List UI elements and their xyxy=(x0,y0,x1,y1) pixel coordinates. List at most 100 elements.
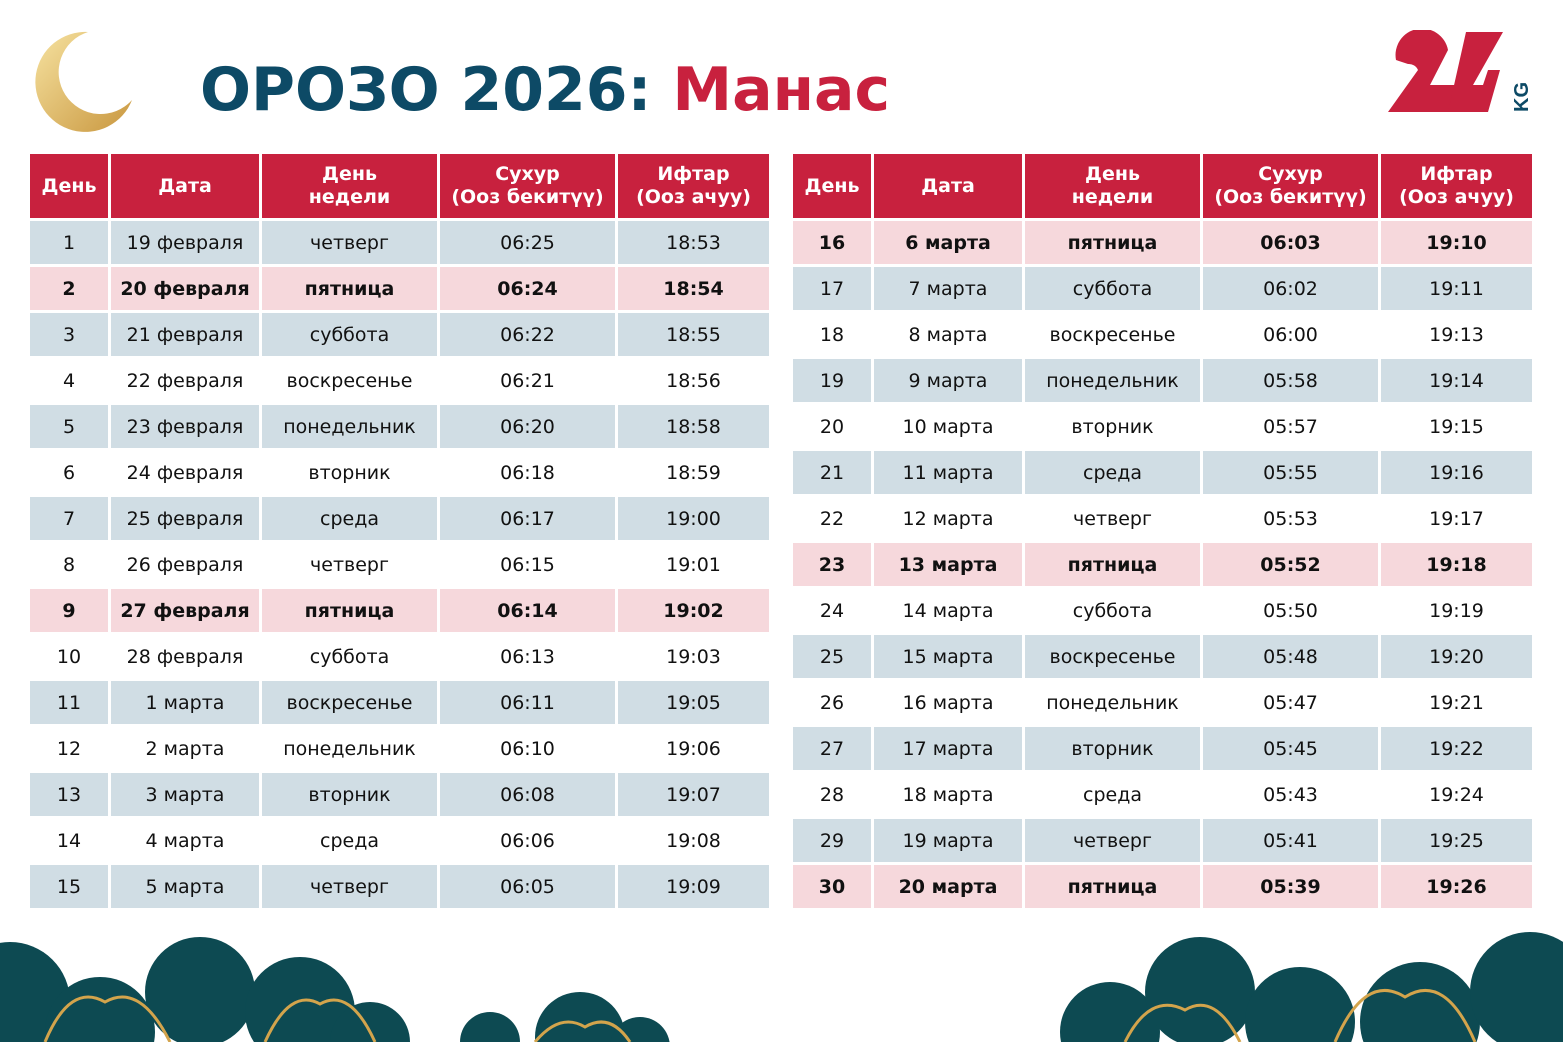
cell-date: 15 марта xyxy=(874,635,1022,678)
cell-suhur: 06:13 xyxy=(440,635,615,678)
cell-iftar: 18:55 xyxy=(618,313,769,356)
table-row: 26 16 марта понедельник 05:47 19:21 xyxy=(793,681,1532,724)
cell-weekday: вторник xyxy=(262,451,437,494)
table-row: 6 24 февраля вторник 06:18 18:59 xyxy=(30,451,769,494)
cell-iftar: 19:11 xyxy=(1381,267,1532,310)
schedule-table-right: День Дата День недели Сухур (Ооз бекитүү) … xyxy=(790,151,1535,911)
cell-suhur: 06:22 xyxy=(440,313,615,356)
cell-iftar: 18:58 xyxy=(618,405,769,448)
cell-suhur: 05:43 xyxy=(1203,773,1378,816)
header-suhur: Сухур (Ооз бекитүү) xyxy=(1203,154,1378,218)
cell-date: 1 марта xyxy=(111,681,259,724)
cell-date: 2 марта xyxy=(111,727,259,770)
cell-weekday: пятница xyxy=(1025,543,1200,586)
cell-suhur: 05:48 xyxy=(1203,635,1378,678)
cell-suhur: 06:15 xyxy=(440,543,615,586)
cell-suhur: 05:45 xyxy=(1203,727,1378,770)
table-row: 4 22 февраля воскресенье 06:21 18:56 xyxy=(30,359,769,402)
table-row: 20 10 марта вторник 05:57 19:15 xyxy=(793,405,1532,448)
cell-day: 4 xyxy=(30,359,108,402)
cell-suhur: 05:55 xyxy=(1203,451,1378,494)
cell-iftar: 19:24 xyxy=(1381,773,1532,816)
cell-suhur: 06:18 xyxy=(440,451,615,494)
cell-weekday: пятница xyxy=(1025,865,1200,908)
page-title: ОРОЗО 2026: Манас xyxy=(200,52,890,128)
cell-iftar: 19:09 xyxy=(618,865,769,908)
cell-suhur: 05:52 xyxy=(1203,543,1378,586)
cell-date: 13 марта xyxy=(874,543,1022,586)
table-row: 15 5 марта четверг 06:05 19:09 xyxy=(30,865,769,908)
cell-suhur: 06:20 xyxy=(440,405,615,448)
cell-weekday: среда xyxy=(1025,451,1200,494)
cell-day: 20 xyxy=(793,405,871,448)
cell-day: 1 xyxy=(30,221,108,264)
cell-suhur: 06:25 xyxy=(440,221,615,264)
cell-weekday: четверг xyxy=(262,543,437,586)
cell-suhur: 05:58 xyxy=(1203,359,1378,402)
cell-suhur: 05:57 xyxy=(1203,405,1378,448)
header-date: Дата xyxy=(111,154,259,218)
cell-day: 30 xyxy=(793,865,871,908)
cell-iftar: 18:53 xyxy=(618,221,769,264)
cell-iftar: 19:00 xyxy=(618,497,769,540)
table-row: 1 19 февраля четверг 06:25 18:53 xyxy=(30,221,769,264)
cell-weekday: пятница xyxy=(262,589,437,632)
cell-date: 25 февраля xyxy=(111,497,259,540)
table-row: 29 19 марта четверг 05:41 19:25 xyxy=(793,819,1532,862)
table-row: 25 15 марта воскресенье 05:48 19:20 xyxy=(793,635,1532,678)
cell-iftar: 19:05 xyxy=(618,681,769,724)
cell-day: 21 xyxy=(793,451,871,494)
table-row: 16 6 марта пятница 06:03 19:10 xyxy=(793,221,1532,264)
cell-iftar: 19:08 xyxy=(618,819,769,862)
cell-weekday: суббота xyxy=(1025,589,1200,632)
cell-iftar: 19:25 xyxy=(1381,819,1532,862)
cell-iftar: 19:22 xyxy=(1381,727,1532,770)
cell-day: 10 xyxy=(30,635,108,678)
cell-iftar: 18:59 xyxy=(618,451,769,494)
header-suhur: Сухур (Ооз бекитүү) xyxy=(440,154,615,218)
cell-iftar: 19:13 xyxy=(1381,313,1532,356)
cell-iftar: 19:10 xyxy=(1381,221,1532,264)
cell-date: 12 марта xyxy=(874,497,1022,540)
decorative-clouds xyxy=(0,932,1563,1042)
cell-suhur: 05:47 xyxy=(1203,681,1378,724)
cell-suhur: 05:39 xyxy=(1203,865,1378,908)
cell-weekday: вторник xyxy=(262,773,437,816)
cell-date: 28 февраля xyxy=(111,635,259,678)
table-row: 7 25 февраля среда 06:17 19:00 xyxy=(30,497,769,540)
cell-day: 18 xyxy=(793,313,871,356)
svg-text:KG: KG xyxy=(1511,82,1533,112)
cell-date: 21 февраля xyxy=(111,313,259,356)
header-date: Дата xyxy=(874,154,1022,218)
cell-suhur: 06:05 xyxy=(440,865,615,908)
cell-date: 19 марта xyxy=(874,819,1022,862)
table-row: 30 20 марта пятница 05:39 19:26 xyxy=(793,865,1532,908)
cell-day: 14 xyxy=(30,819,108,862)
table-header-row: День Дата День недели Сухур (Ооз бекитүү) … xyxy=(30,154,769,218)
cell-day: 7 xyxy=(30,497,108,540)
cell-iftar: 19:20 xyxy=(1381,635,1532,678)
cell-date: 6 марта xyxy=(874,221,1022,264)
cell-iftar: 19:06 xyxy=(618,727,769,770)
cell-date: 4 марта xyxy=(111,819,259,862)
cell-weekday: воскресенье xyxy=(1025,313,1200,356)
table-row: 11 1 марта воскресенье 06:11 19:05 xyxy=(30,681,769,724)
cell-day: 5 xyxy=(30,405,108,448)
table-row: 9 27 февраля пятница 06:14 19:02 xyxy=(30,589,769,632)
cell-day: 25 xyxy=(793,635,871,678)
table-row: 28 18 марта среда 05:43 19:24 xyxy=(793,773,1532,816)
table-row: 18 8 марта воскресенье 06:00 19:13 xyxy=(793,313,1532,356)
cell-weekday: четверг xyxy=(262,221,437,264)
table-row: 17 7 марта суббота 06:02 19:11 xyxy=(793,267,1532,310)
cell-weekday: пятница xyxy=(262,267,437,310)
header-iftar: Ифтар (Ооз ачуу) xyxy=(618,154,769,218)
header-weekday: День недели xyxy=(1025,154,1200,218)
cell-suhur: 06:17 xyxy=(440,497,615,540)
cell-date: 16 марта xyxy=(874,681,1022,724)
cell-weekday: суббота xyxy=(262,635,437,678)
cell-day: 24 xyxy=(793,589,871,632)
cell-suhur: 06:24 xyxy=(440,267,615,310)
cell-date: 22 февраля xyxy=(111,359,259,402)
cell-date: 18 марта xyxy=(874,773,1022,816)
cell-day: 3 xyxy=(30,313,108,356)
